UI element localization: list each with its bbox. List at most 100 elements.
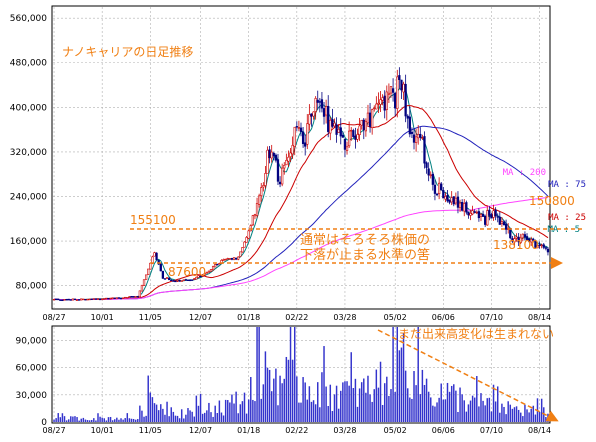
candle-body <box>291 145 294 155</box>
volume-bar <box>310 401 313 422</box>
volume-x-tick-label: 06/06 <box>432 426 455 435</box>
volume-bar <box>145 415 147 422</box>
volume-bar <box>469 400 472 422</box>
volume-bar <box>545 416 547 422</box>
volume-bar <box>411 398 413 422</box>
candle-body <box>193 278 196 280</box>
volume-bar <box>157 410 160 422</box>
candle-body <box>396 76 399 109</box>
volume-bar <box>360 382 363 422</box>
volume-bar <box>314 404 317 422</box>
candlestick-layer <box>52 67 550 302</box>
candle-body <box>67 298 70 301</box>
volume-bar <box>57 413 59 422</box>
volume-bar <box>191 411 193 422</box>
candle-body <box>542 244 545 248</box>
volume-bar <box>298 402 300 422</box>
candle-body <box>239 251 242 257</box>
candle-body <box>519 237 522 243</box>
candle-body <box>452 196 455 205</box>
volume-bar <box>233 403 235 422</box>
candle-body <box>461 201 464 211</box>
volume-y-tick-label: 0 <box>41 418 47 428</box>
volume-bar <box>398 350 401 422</box>
candle-body <box>467 211 470 216</box>
candle-body <box>92 298 95 300</box>
candle-body <box>530 239 533 243</box>
candle-body <box>121 297 125 299</box>
price-y-tick-label: 160,000 <box>10 237 47 247</box>
volume-bar <box>78 420 80 422</box>
volume-bar <box>453 384 455 422</box>
candle-body <box>377 102 380 105</box>
volume-bar <box>379 361 382 422</box>
volume-bar <box>302 377 304 422</box>
volume-bar <box>348 385 350 422</box>
candle-body <box>498 216 501 225</box>
candle-body <box>412 134 416 143</box>
candle-body <box>414 136 418 143</box>
volume-x-tick-label: 01/18 <box>237 426 260 435</box>
volume-bar <box>229 402 231 422</box>
candle-body <box>350 129 353 132</box>
volume-bar <box>122 419 124 422</box>
candle-body <box>124 296 127 299</box>
volume-bar <box>515 406 518 422</box>
candle-body <box>172 280 175 282</box>
candle-body <box>394 92 397 109</box>
candle-body <box>270 151 273 159</box>
volume-bar <box>528 412 530 422</box>
volume-bar <box>61 413 64 422</box>
candle-body <box>149 262 152 270</box>
candle-body <box>364 120 368 132</box>
volume-bar <box>300 402 302 422</box>
candle-body <box>463 203 466 212</box>
candle-body <box>371 109 374 129</box>
candle-body <box>237 256 240 260</box>
volume-bars-layer <box>53 327 549 422</box>
candle-body <box>218 263 221 265</box>
volume-bar <box>465 411 468 422</box>
volume-bar <box>517 409 520 422</box>
volume-bar <box>538 411 541 422</box>
candle-body <box>337 128 340 133</box>
volume-bar <box>84 419 87 422</box>
candle-body <box>161 270 165 279</box>
candle-body <box>174 280 177 283</box>
volume-bar <box>530 408 532 422</box>
candle-body <box>168 277 171 281</box>
volume-bar <box>442 399 445 422</box>
price-x-tick-label: 01/18 <box>237 313 260 322</box>
volume-bar <box>415 385 417 422</box>
volume-bar <box>176 415 179 422</box>
candle-body <box>283 165 286 169</box>
volume-bar <box>524 404 526 422</box>
candle-body <box>243 241 246 248</box>
candle-body <box>78 299 81 301</box>
volume-bar <box>329 384 332 422</box>
candle-body <box>274 154 278 161</box>
candle-body <box>504 223 508 230</box>
volume-bar <box>430 397 432 422</box>
volume-bar <box>409 397 411 422</box>
price-x-tick-label: 08/14 <box>528 313 551 322</box>
volume-bar <box>103 418 106 422</box>
volume-bar <box>107 417 110 422</box>
volume-bar <box>201 413 204 422</box>
candle-body <box>339 127 342 137</box>
candle-body <box>341 134 344 138</box>
candle-body <box>119 297 123 300</box>
volume-bar <box>160 404 162 422</box>
volume-bar <box>151 397 154 422</box>
candle-body <box>465 202 468 213</box>
candle-body <box>335 124 338 135</box>
volume-bar <box>203 412 206 422</box>
candle-body <box>375 103 378 110</box>
ma200-legend: MA : 200 <box>503 168 546 178</box>
volume-bar <box>250 377 252 422</box>
volume-bar <box>448 391 451 422</box>
candle-body <box>251 215 255 226</box>
candle-body <box>360 119 363 126</box>
volume-bar <box>363 378 365 422</box>
volume-bar <box>340 390 342 422</box>
